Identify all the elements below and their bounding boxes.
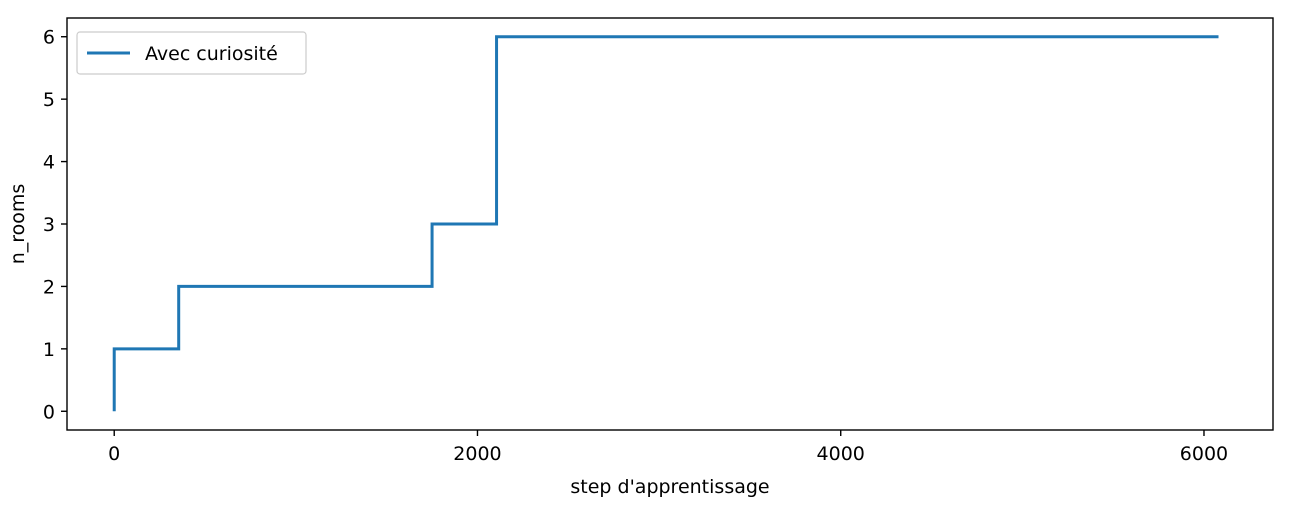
series-layer	[112, 35, 1219, 412]
y-tick-label: 2	[43, 276, 55, 298]
legend-box	[76, 31, 307, 75]
x-tick-label: 2000	[453, 443, 501, 465]
x-tick-label: 0	[108, 443, 120, 465]
y-tick-label: 3	[43, 214, 55, 236]
x-tick-label: 6000	[1180, 443, 1228, 465]
y-tick-label: 1	[43, 339, 55, 361]
y-axis: 0 1 2 3 4 5 6	[43, 27, 67, 423]
x-tick-label: 4000	[817, 443, 865, 465]
x-axis: 0 2000 4000 6000	[108, 430, 1228, 465]
series-line-avec-curiosite	[112, 35, 1219, 412]
legend-label-avec-curiosite: Avec curiosité	[145, 43, 278, 65]
y-tick-label: 4	[43, 152, 55, 174]
y-axis-label: n_rooms	[7, 184, 29, 265]
y-tick-label: 0	[43, 401, 55, 423]
y-tick-label: 6	[43, 27, 55, 49]
x-axis-label: step d'apprentissage	[570, 476, 769, 498]
legend: Avec curiosité	[76, 31, 307, 75]
y-tick-label: 5	[43, 89, 55, 111]
